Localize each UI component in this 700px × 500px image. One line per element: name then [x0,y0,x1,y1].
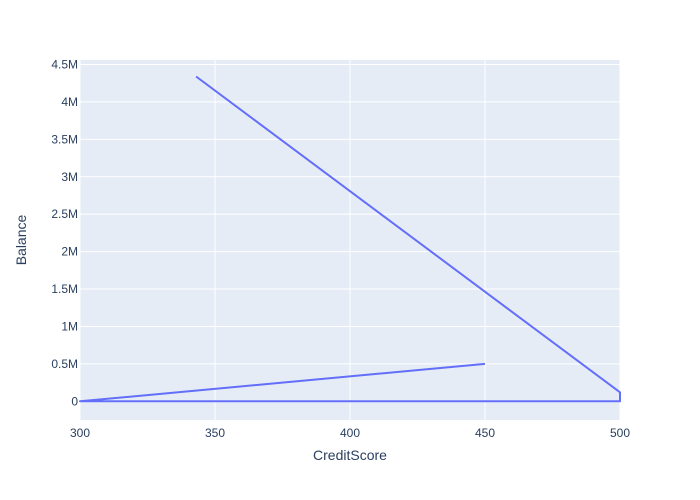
x-tick-label: 500 [610,426,630,440]
y-tick-label: 1M [61,319,78,333]
y-tick-label: 3M [61,170,78,184]
axis-ticks: 300 350 400 450 500 0 0.5M 1M 1.5M 2M 2.5M 3M 3.5M 4M… [51,57,630,440]
x-tick-label: 350 [205,426,225,440]
y-axis-title: Balance [13,214,29,265]
x-tick-label: 450 [475,426,495,440]
y-tick-label: 2M [61,245,78,259]
y-tick-label: 3.5M [51,132,78,146]
y-tick-label: 2.5M [51,207,78,221]
x-axis-title: CreditScore [313,447,387,463]
y-tick-label: 4.5M [51,57,78,71]
x-tick-label: 400 [340,426,360,440]
y-tick-label: 4M [61,95,78,109]
grid [79,60,621,420]
series-group [79,75,621,403]
series-line [79,75,621,403]
y-tick-label: 1.5M [51,282,78,296]
x-tick-label: 300 [70,426,90,440]
y-tick-label: 0.5M [51,357,78,371]
y-tick-label: 0 [71,394,78,408]
